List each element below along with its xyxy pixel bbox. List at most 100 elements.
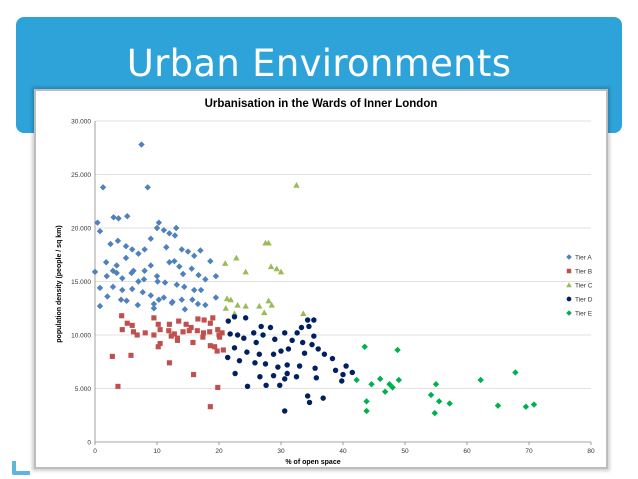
- data-point: [99, 184, 107, 191]
- chart-frame: Urbanisation in the Wards of Inner Londo…: [34, 89, 608, 469]
- data-point: [178, 296, 185, 303]
- data-point: [129, 322, 135, 328]
- data-point: [114, 237, 122, 245]
- data-point: [117, 296, 125, 303]
- data-point: [494, 402, 502, 409]
- data-point: [130, 329, 136, 335]
- data-point: [222, 260, 229, 266]
- data-point: [188, 265, 195, 272]
- data-point: [119, 313, 125, 319]
- x-tick-label: 30: [277, 448, 285, 455]
- data-point: [191, 372, 197, 378]
- data-point: [91, 268, 99, 276]
- data-point: [212, 272, 220, 280]
- data-point: [176, 318, 182, 324]
- data-point: [363, 407, 370, 415]
- legend: Tier A Tier B Tier C Tier D Tier E: [566, 254, 593, 318]
- data-point: [104, 293, 111, 300]
- data-point: [96, 228, 104, 235]
- data-point: [311, 317, 317, 323]
- data-point: [202, 276, 209, 283]
- data-point: [530, 401, 538, 408]
- data-point: [174, 337, 181, 343]
- data-point: [113, 262, 120, 269]
- data-point: [236, 357, 243, 364]
- data-point: [299, 339, 306, 346]
- data-point: [272, 336, 278, 342]
- data-point: [202, 301, 209, 309]
- legend-label: Tier D: [575, 297, 593, 304]
- data-point: [313, 375, 320, 381]
- data-point: [153, 272, 161, 280]
- data-point: [431, 409, 438, 417]
- data-point: [134, 301, 141, 309]
- y-tick-label: 0: [87, 440, 91, 447]
- y-axis-label: population density (people / sq km): [56, 225, 63, 342]
- data-point: [270, 372, 277, 379]
- data-point: [142, 330, 148, 336]
- data-point: [166, 321, 172, 327]
- data-point: [301, 350, 308, 356]
- data-point: [251, 330, 257, 336]
- data-point: [309, 341, 315, 348]
- y-tick-label: 15.000: [71, 279, 91, 286]
- data-point: [223, 295, 231, 302]
- data-point: [96, 284, 104, 292]
- data-point: [200, 334, 206, 340]
- data-point: [267, 263, 275, 270]
- series-tier-a: [91, 141, 220, 313]
- data-point: [155, 321, 161, 327]
- data-point: [191, 286, 198, 294]
- data-point: [207, 404, 213, 410]
- tick-labels: 0 5.000 10.000 15.000 20.000 25.000 30.000 0 10 2…: [71, 119, 595, 456]
- data-point: [181, 306, 189, 313]
- data-point: [147, 262, 154, 269]
- data-point: [214, 348, 220, 354]
- data-point: [113, 269, 120, 277]
- slide-title: Urban Environments: [126, 42, 512, 85]
- axes: [94, 121, 592, 445]
- series-tier-c: [222, 182, 307, 317]
- data-point: [129, 246, 136, 253]
- series-tier-e: [353, 343, 538, 417]
- data-point: [265, 297, 272, 304]
- data-point: [151, 315, 157, 321]
- data-point: [109, 283, 117, 291]
- legend-marker: [566, 268, 572, 274]
- gridlines: [95, 120, 591, 389]
- data-point: [446, 400, 453, 407]
- data-point: [129, 285, 136, 293]
- data-point: [477, 376, 484, 384]
- data-point: [339, 378, 345, 384]
- data-point: [231, 345, 238, 351]
- data-point: [258, 323, 264, 330]
- data-point: [141, 267, 148, 274]
- series-tier-b: [109, 313, 226, 410]
- data-point: [207, 320, 213, 326]
- data-point: [195, 271, 202, 279]
- series-tier-d: [224, 314, 356, 414]
- data-point: [157, 341, 163, 347]
- data-point: [306, 399, 313, 406]
- data-point: [343, 363, 349, 369]
- data-point: [200, 330, 207, 336]
- data-point: [139, 289, 146, 296]
- data-point: [140, 276, 148, 283]
- data-point: [225, 318, 232, 324]
- data-point: [160, 226, 168, 234]
- data-point: [233, 254, 240, 261]
- legend-marker: [566, 254, 572, 260]
- data-point: [332, 367, 339, 374]
- data-point: [115, 383, 121, 389]
- data-point: [119, 275, 126, 282]
- data-point: [166, 259, 173, 266]
- data-point: [197, 247, 204, 254]
- data-point: [176, 263, 183, 270]
- data-point: [123, 297, 130, 304]
- data-point: [102, 259, 110, 266]
- data-point: [282, 376, 288, 382]
- data-point: [157, 327, 163, 333]
- data-point: [141, 246, 148, 253]
- data-point: [178, 246, 185, 253]
- data-point: [257, 374, 263, 380]
